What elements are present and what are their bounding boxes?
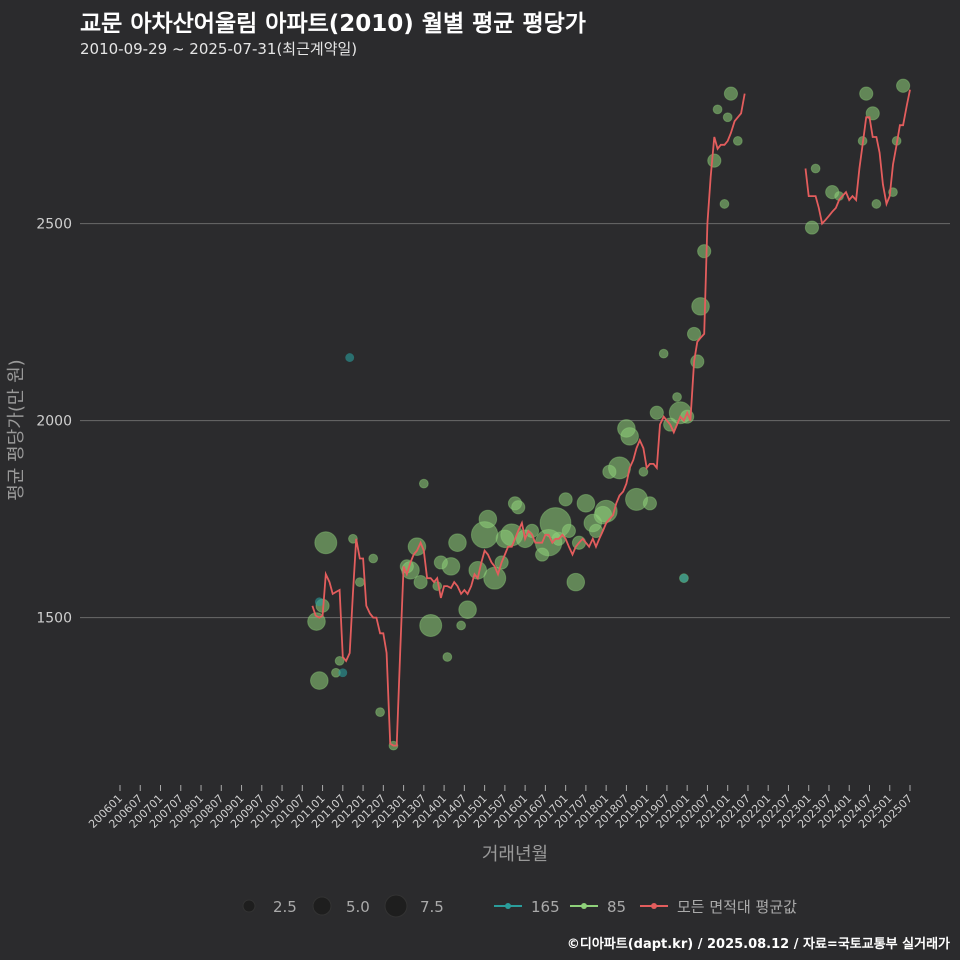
point-85	[478, 509, 498, 529]
point-85	[620, 427, 639, 446]
y-axis-label: 평균 평당가(만 원)	[6, 359, 27, 500]
point-85	[314, 531, 338, 555]
point-85	[810, 163, 821, 174]
point-85	[511, 500, 526, 515]
point-165	[314, 597, 324, 607]
average-lines	[311, 89, 911, 747]
point-85	[456, 620, 467, 631]
point-85	[419, 613, 443, 637]
point-85	[561, 523, 576, 539]
point-85	[638, 466, 649, 477]
point-85	[334, 656, 345, 666]
point-85	[672, 392, 682, 402]
point-85	[686, 326, 702, 342]
legend-size-label: 5.0	[346, 898, 370, 916]
point-85	[691, 297, 710, 316]
point-165	[338, 668, 348, 678]
point-85	[442, 652, 453, 662]
source-caption: ©디아파트(dapt.kr) / 2025.08.12 / 자료=국토교통부 실…	[566, 937, 950, 952]
point-85	[649, 405, 664, 420]
point-85	[732, 136, 743, 146]
point-85	[458, 600, 477, 619]
point-85	[859, 86, 874, 101]
legend-series-label: 모든 면적대 평균값	[677, 898, 797, 916]
point-85	[558, 492, 573, 507]
point-165	[679, 573, 689, 583]
point-85	[723, 86, 739, 101]
y-tick-label: 2500	[36, 217, 72, 233]
point-85	[576, 494, 596, 513]
point-85	[697, 244, 712, 259]
legend-size-dot	[384, 894, 408, 918]
point-85	[712, 104, 723, 115]
legend-size-dot	[242, 899, 256, 913]
point-85	[448, 533, 467, 553]
point-85	[483, 566, 507, 590]
legend: 2.5 5.0 7.5 165 85 모든 면적대 평균값	[242, 894, 797, 918]
legend-series-dot	[505, 903, 511, 909]
point-85	[871, 199, 882, 209]
legend-series-label: 165	[531, 898, 560, 916]
legend-size-dot	[312, 896, 332, 916]
average-line	[804, 89, 911, 226]
point-85	[375, 707, 385, 718]
x-axis-ticks: 2006012006072007012007072008012008072009…	[86, 785, 915, 831]
y-tick-label: 2000	[36, 414, 72, 430]
point-85	[441, 557, 461, 576]
legend-size-label: 7.5	[420, 898, 444, 916]
grid-lines	[80, 223, 950, 619]
legend-series-dot	[651, 903, 657, 909]
legend-series-label: 85	[607, 898, 626, 916]
y-tick-label: 1500	[36, 611, 72, 627]
point-85	[642, 496, 658, 511]
point-85	[348, 533, 358, 544]
point-85	[310, 671, 329, 690]
point-85	[524, 523, 540, 539]
point-165	[345, 353, 355, 362]
point-85	[418, 478, 429, 489]
point-85	[413, 575, 428, 590]
point-85	[719, 199, 730, 209]
chart-title: 교문 아차산어울림 아파트(2010) 월별 평균 평당가	[80, 11, 586, 37]
point-85	[658, 348, 669, 359]
chart-subtitle: 2010-09-29 ~ 2025-07-31(최근계약일)	[80, 40, 358, 58]
y-axis-ticks: 1500 2000 2500	[36, 217, 72, 627]
point-85	[804, 220, 820, 235]
average-line	[311, 93, 746, 747]
point-85	[722, 112, 733, 123]
point-85	[707, 153, 722, 168]
point-85	[896, 78, 911, 93]
point-85	[690, 354, 705, 369]
x-axis-label: 거래년월	[482, 844, 548, 865]
legend-size-label: 2.5	[273, 898, 297, 916]
point-85	[368, 553, 379, 564]
point-85	[566, 572, 586, 592]
legend-series-dot	[581, 903, 587, 909]
point-85	[354, 577, 365, 588]
data-points	[307, 78, 911, 751]
